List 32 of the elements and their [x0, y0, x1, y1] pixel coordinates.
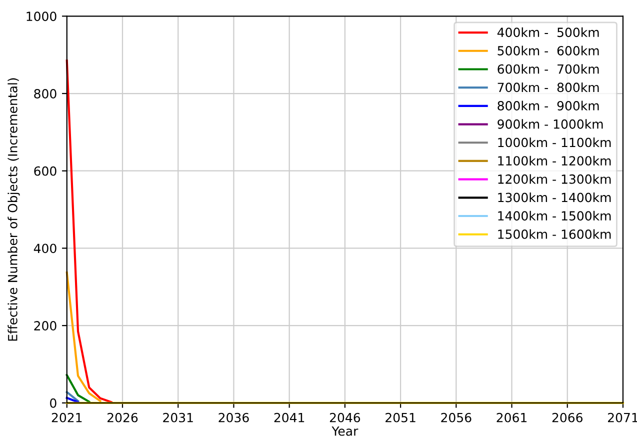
x-tick-label: 2066: [552, 412, 582, 422]
x-tick-label: 2061: [496, 412, 527, 422]
line-series: [66, 60, 112, 404]
x-tick-label: 2026: [108, 412, 138, 422]
legend-label: 1500km - 1600km: [498, 229, 611, 239]
x-tick-label: 2046: [330, 412, 360, 422]
x-tick-label: 2031: [163, 412, 193, 422]
legend-label: 900km - 1000km: [498, 119, 603, 129]
legend-label: 1100km - 1200km: [498, 156, 611, 166]
x-axis-title: Year: [332, 426, 358, 436]
x-tick-label: 2056: [441, 412, 472, 422]
x-tick-label: 2021: [52, 412, 82, 422]
x-tick-label: 2036: [218, 412, 249, 422]
legend-label: 1200km - 1300km: [498, 174, 611, 184]
legend-label: 600km - 700km: [498, 64, 599, 74]
line-series: [66, 272, 102, 402]
y-tick-label: 600: [34, 166, 56, 176]
y-tick-label: 800: [34, 88, 56, 98]
y-tick-label: 200: [34, 321, 56, 330]
legend-label: 700km - 800km: [498, 82, 599, 92]
legend-label: 1000km - 1100km: [498, 138, 611, 148]
legend-label: 500km - 600km: [498, 46, 599, 56]
y-tick-label: 400: [34, 244, 56, 254]
y-tick-label: 1000: [26, 12, 56, 22]
legend-label: 1400km - 1500km: [498, 210, 611, 221]
legend-label: 400km - 500km: [497, 27, 599, 38]
x-tick-label: 2041: [274, 412, 304, 422]
legend-label: 1300km - 1400km: [498, 192, 611, 202]
y-tick-label: 0: [50, 398, 56, 408]
legend-label: 800km - 900km: [498, 100, 599, 110]
x-tick-label: 2051: [386, 412, 416, 422]
y-axis-title: Effective Number of Objects (Incremental): [8, 78, 20, 341]
